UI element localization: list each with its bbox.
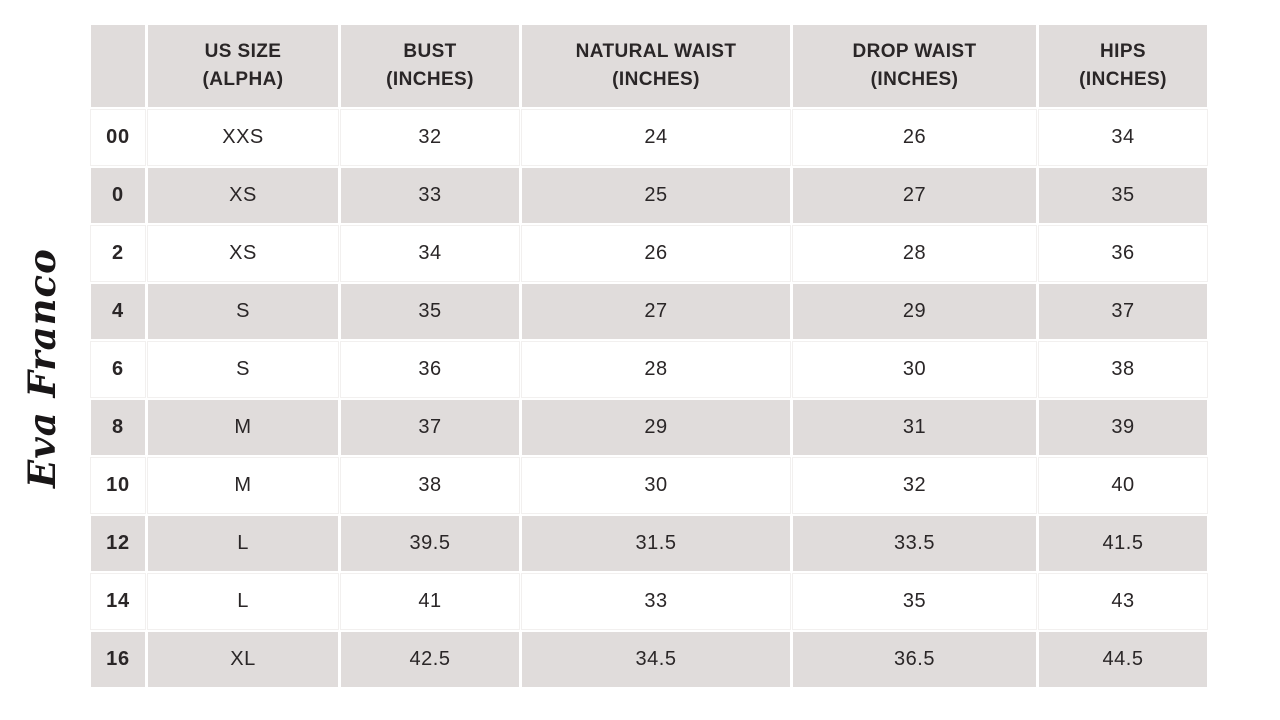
size-chart-table: US SIZE (ALPHA) BUST (INCHES) NATURAL WA… [88, 22, 1210, 690]
size-table-body: 00 XXS 32 24 26 34 0 XS 33 25 27 35 2 XS 34 26 28 36 4 S 35 2… [91, 110, 1207, 687]
measurement-cell: 27 [793, 168, 1036, 223]
table-row: 6 S 36 28 30 38 [91, 342, 1207, 397]
measurement-cell: 42.5 [341, 632, 519, 687]
header-bust: BUST (INCHES) [341, 25, 519, 107]
measurement-cell: XXS [148, 110, 338, 165]
measurement-cell: 24 [522, 110, 790, 165]
measurement-cell: 32 [341, 110, 519, 165]
measurement-cell: 36.5 [793, 632, 1036, 687]
measurement-cell: 33.5 [793, 516, 1036, 571]
us-size-number-cell: 8 [91, 400, 145, 455]
measurement-cell: 44.5 [1039, 632, 1207, 687]
measurement-cell: 29 [793, 284, 1036, 339]
measurement-cell: 35 [1039, 168, 1207, 223]
size-table-header: US SIZE (ALPHA) BUST (INCHES) NATURAL WA… [91, 25, 1207, 107]
measurement-cell: 28 [522, 342, 790, 397]
header-drop-waist: DROP WAIST (INCHES) [793, 25, 1036, 107]
measurement-cell: 37 [341, 400, 519, 455]
us-size-number-cell: 4 [91, 284, 145, 339]
table-row: 12 L 39.5 31.5 33.5 41.5 [91, 516, 1207, 571]
table-row: 00 XXS 32 24 26 34 [91, 110, 1207, 165]
measurement-cell: 36 [1039, 226, 1207, 281]
header-row: US SIZE (ALPHA) BUST (INCHES) NATURAL WA… [91, 25, 1207, 107]
measurement-cell: 38 [341, 458, 519, 513]
table-row: 14 L 41 33 35 43 [91, 574, 1207, 629]
header-hips: HIPS (INCHES) [1039, 25, 1207, 107]
measurement-cell: 30 [522, 458, 790, 513]
table-row: 2 XS 34 26 28 36 [91, 226, 1207, 281]
us-size-number-cell: 2 [91, 226, 145, 281]
measurement-cell: XS [148, 168, 338, 223]
measurement-cell: 30 [793, 342, 1036, 397]
measurement-cell: 35 [793, 574, 1036, 629]
us-size-number-cell: 10 [91, 458, 145, 513]
table-row: 0 XS 33 25 27 35 [91, 168, 1207, 223]
measurement-cell: 32 [793, 458, 1036, 513]
header-us-size-alpha: US SIZE (ALPHA) [148, 25, 338, 107]
measurement-cell: 34.5 [522, 632, 790, 687]
us-size-number-cell: 16 [91, 632, 145, 687]
measurement-cell: M [148, 400, 338, 455]
measurement-cell: 37 [1039, 284, 1207, 339]
measurement-cell: 41 [341, 574, 519, 629]
measurement-cell: 31 [793, 400, 1036, 455]
measurement-cell: 26 [522, 226, 790, 281]
measurement-cell: XL [148, 632, 338, 687]
measurement-cell: L [148, 574, 338, 629]
measurement-cell: 39 [1039, 400, 1207, 455]
measurement-cell: 33 [522, 574, 790, 629]
measurement-cell: 35 [341, 284, 519, 339]
measurement-cell: 34 [341, 226, 519, 281]
us-size-number-cell: 14 [91, 574, 145, 629]
table-row: 16 XL 42.5 34.5 36.5 44.5 [91, 632, 1207, 687]
measurement-cell: 29 [522, 400, 790, 455]
table-row: 10 M 38 30 32 40 [91, 458, 1207, 513]
measurement-cell: 34 [1039, 110, 1207, 165]
measurement-cell: XS [148, 226, 338, 281]
measurement-cell: 36 [341, 342, 519, 397]
measurement-cell: 43 [1039, 574, 1207, 629]
measurement-cell: 28 [793, 226, 1036, 281]
table-row: 4 S 35 27 29 37 [91, 284, 1207, 339]
us-size-number-cell: 12 [91, 516, 145, 571]
measurement-cell: 39.5 [341, 516, 519, 571]
eva-franco-logo: Eva Franco [20, 248, 64, 488]
measurement-cell: 38 [1039, 342, 1207, 397]
measurement-cell: 31.5 [522, 516, 790, 571]
header-corner-cell [91, 25, 145, 107]
us-size-number-cell: 00 [91, 110, 145, 165]
us-size-number-cell: 6 [91, 342, 145, 397]
measurement-cell: S [148, 284, 338, 339]
header-natural-waist: NATURAL WAIST (INCHES) [522, 25, 790, 107]
measurement-cell: 40 [1039, 458, 1207, 513]
us-size-number-cell: 0 [91, 168, 145, 223]
measurement-cell: 26 [793, 110, 1036, 165]
measurement-cell: L [148, 516, 338, 571]
measurement-cell: 41.5 [1039, 516, 1207, 571]
table-row: 8 M 37 29 31 39 [91, 400, 1207, 455]
measurement-cell: 27 [522, 284, 790, 339]
measurement-cell: 33 [341, 168, 519, 223]
measurement-cell: M [148, 458, 338, 513]
measurement-cell: S [148, 342, 338, 397]
measurement-cell: 25 [522, 168, 790, 223]
